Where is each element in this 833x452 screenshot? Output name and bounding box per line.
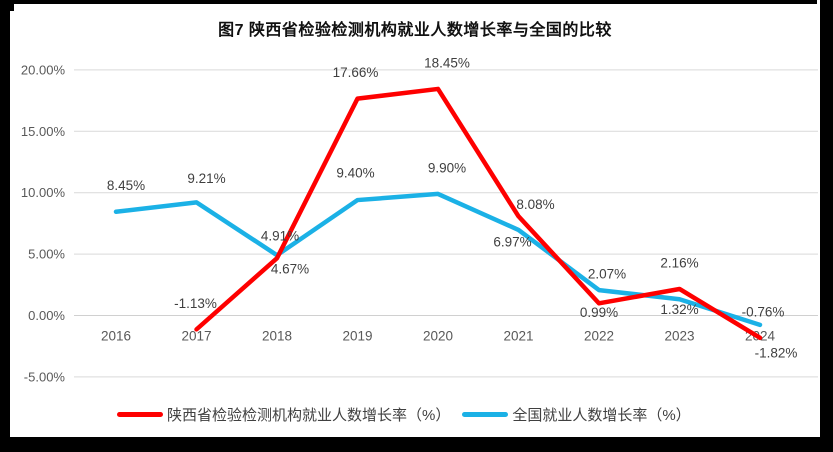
- legend-item-national: 全国就业人数增长率（%）: [462, 404, 691, 425]
- data-label: 17.66%: [333, 65, 379, 80]
- x-axis-label: 2022: [584, 329, 614, 344]
- data-label: 2.16%: [660, 255, 698, 270]
- legend-swatch-shaanxi-line: [117, 411, 163, 417]
- data-label: 18.45%: [424, 55, 470, 70]
- series-line-national: [113, 191, 763, 328]
- legend-label-national: 全国就业人数增长率（%）: [512, 406, 691, 424]
- y-axis-tick-label: 5.00%: [28, 247, 65, 262]
- chart-title: 图7 陕西省检验检测机构就业人数增长率与全国的比较: [218, 22, 612, 39]
- legend-item-shaanxi: 陕西省检验检测机构就业人数增长率（%）: [117, 404, 450, 425]
- data-label: 9.21%: [187, 171, 225, 186]
- data-label: 9.40%: [336, 166, 374, 181]
- data-label: 8.45%: [107, 178, 145, 193]
- data-label: -1.13%: [174, 296, 217, 311]
- y-axis-tick-label: 10.00%: [21, 185, 66, 200]
- frame-corner-notch: [0, 0, 14, 11]
- data-label: -1.82%: [755, 345, 798, 360]
- x-axis-label: 2018: [262, 329, 292, 344]
- data-label: 2.07%: [588, 267, 626, 282]
- data-label: 6.97%: [493, 234, 531, 249]
- legend-swatch-national-line: [462, 411, 509, 417]
- series-line-shaanxi: [194, 86, 763, 341]
- y-axis-tick-label: 20.00%: [21, 62, 66, 77]
- frame-top-gap: [817, 0, 820, 4]
- data-label: -0.76%: [742, 304, 785, 319]
- x-axis-label: 2019: [342, 329, 372, 344]
- chart-panel: [10, 4, 820, 437]
- legend-label-shaanxi: 陕西省检验检测机构就业人数增长率（%）: [167, 406, 451, 424]
- data-label: 0.99%: [580, 305, 618, 320]
- data-label: 8.08%: [516, 197, 554, 212]
- x-axis-label: 2020: [423, 329, 453, 344]
- y-axis-tick-label: -5.00%: [24, 369, 66, 384]
- legend: 陕西省检验检测机构就业人数增长率（%） 全国就业人数增长率（%）: [117, 404, 691, 424]
- data-label: 4.67%: [271, 262, 309, 277]
- data-label: 9.90%: [428, 160, 466, 175]
- x-axis-label: 2023: [664, 329, 694, 344]
- data-label: 4.91%: [261, 229, 299, 244]
- x-axis-label: 2021: [503, 329, 533, 344]
- data-label: 1.32%: [660, 302, 698, 317]
- x-axis-label: 2016: [101, 329, 131, 344]
- y-axis-tick-label: 15.00%: [21, 124, 66, 139]
- x-axis-label: 2017: [181, 329, 211, 344]
- y-axis-tick-label: 0.00%: [28, 308, 65, 323]
